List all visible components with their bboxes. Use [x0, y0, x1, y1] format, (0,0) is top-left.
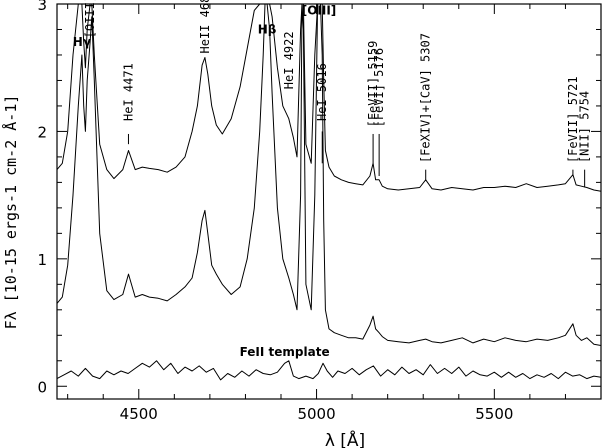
- spectrum-series-3: [56, 360, 602, 381]
- line-annotation: [FeVII] 5721: [566, 76, 580, 163]
- y-tick-label: 0: [37, 378, 47, 396]
- line-annotation: [NII] 5754: [578, 91, 592, 163]
- x-axis-label: λ [Å]: [325, 429, 365, 448]
- spectrum-series-2: [56, 3, 602, 346]
- line-annotation: HeII 4686: [198, 0, 212, 54]
- line-annotation: [FeVII] 5159: [366, 41, 380, 128]
- line-annotation: FeII template: [240, 345, 330, 359]
- y-tick-label: 2: [37, 123, 47, 141]
- x-tick-label: 5500: [475, 405, 513, 423]
- plot-frame: [56, 3, 602, 400]
- series-layer: [56, 3, 602, 381]
- line-annotation: HeI 4922: [282, 31, 296, 89]
- line-annotation: [FeVI] 5176: [372, 48, 386, 127]
- line-annotation: [OIII]: [83, 0, 97, 38]
- line-annotation: HeI 5016: [315, 63, 329, 121]
- y-tick-label: 1: [37, 251, 47, 269]
- x-tick-label: 4500: [120, 405, 158, 423]
- x-tick-label: 5000: [297, 405, 335, 423]
- spectrum-series-1: [56, 3, 602, 192]
- line-annotation: [OIII]: [302, 3, 337, 17]
- y-tick-label: 3: [37, 0, 47, 14]
- line-annotation: HeI 4471: [122, 63, 136, 121]
- line-annotation: Hγ: [73, 35, 91, 49]
- axes: 4500 5000 5500 0 1 2 3: [37, 0, 602, 423]
- line-annotation: Hβ: [258, 23, 277, 37]
- line-annotation: [FeXIV]+[CaV] 5307: [419, 33, 433, 163]
- y-axis-label: Fλ [10-15 ergs-1 cm-2 Å-1]: [1, 95, 20, 330]
